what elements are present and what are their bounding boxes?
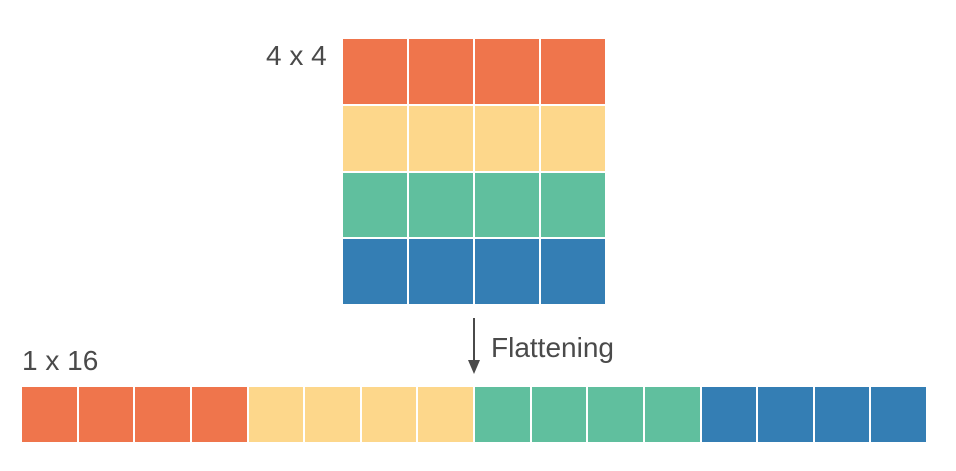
vector-cell-11 [588, 387, 643, 442]
vector-cell-7 [361, 387, 417, 442]
matrix-cell-r3-c3 [475, 172, 539, 238]
vector-cell-16 [871, 387, 926, 442]
vector-cell-15 [814, 387, 870, 442]
vector-cell-4 [191, 387, 247, 442]
flattening-label: Flattening [491, 332, 614, 363]
vector-1x16-strip [22, 387, 926, 442]
vector-dimension-label: 1 x 16 [22, 345, 99, 376]
matrix-4x4-grid [343, 39, 605, 304]
matrix-cell-r2-c3 [475, 105, 539, 171]
vector-cell-2 [78, 387, 134, 442]
matrix-cell-r4-c4 [541, 239, 605, 304]
vector-cell-9 [475, 387, 530, 442]
vector-cell-14 [758, 387, 813, 442]
vector-cell-10 [531, 387, 587, 442]
matrix-cell-r2-c2 [409, 105, 473, 171]
matrix-cell-r4-c3 [475, 239, 539, 304]
vector-cell-8 [418, 387, 473, 442]
matrix-cell-r1-c3 [475, 39, 539, 104]
matrix-cell-r3-c4 [541, 172, 605, 238]
matrix-cell-r1-c1 [343, 39, 407, 104]
matrix-cell-r4-c1 [343, 239, 407, 304]
vector-cell-6 [305, 387, 360, 442]
matrix-cell-r4-c2 [409, 239, 473, 304]
matrix-cell-r3-c1 [343, 172, 407, 238]
flatten-arrow-icon [468, 318, 480, 374]
vector-cell-13 [701, 387, 757, 442]
vector-cell-1 [22, 387, 77, 442]
matrix-cell-r1-c4 [541, 39, 605, 104]
matrix-cell-r3-c2 [409, 172, 473, 238]
vector-cell-12 [644, 387, 700, 442]
matrix-dimension-label: 4 x 4 [266, 40, 327, 71]
vector-cell-3 [135, 387, 190, 442]
matrix-cell-r1-c2 [409, 39, 473, 104]
matrix-cell-r2-c1 [343, 105, 407, 171]
vector-cell-5 [248, 387, 304, 442]
matrix-cell-r2-c4 [541, 105, 605, 171]
